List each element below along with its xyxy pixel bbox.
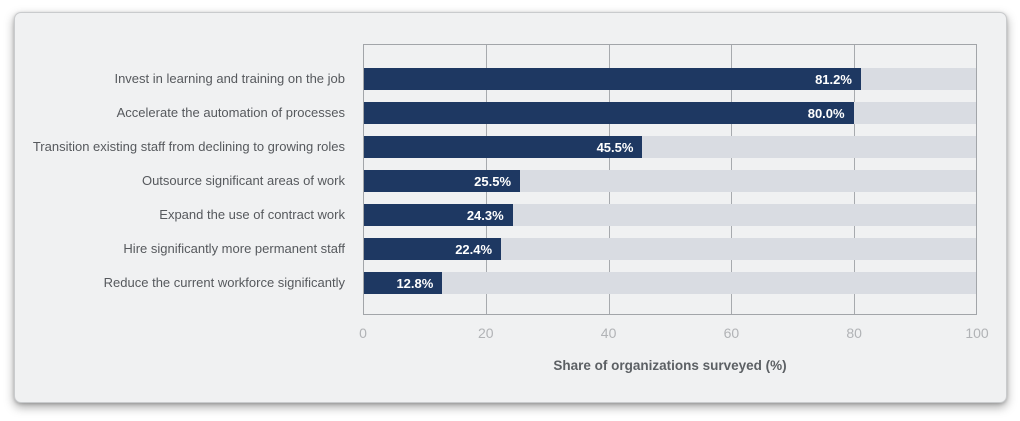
category-label: Outsource significant areas of work [141, 173, 345, 188]
bar-row: 80.0% [364, 102, 976, 124]
bar-row: 25.5% [364, 170, 976, 192]
category-label: Hire significantly more permanent staff [123, 241, 345, 256]
bar: 81.2% [364, 68, 861, 90]
x-tick-label: 40 [600, 325, 617, 341]
x-axis-ticks: 0 20 40 60 80 100 [359, 323, 989, 343]
x-tick-label: 60 [723, 325, 740, 341]
bar-value-label: 12.8% [396, 275, 434, 291]
category-label: Expand the use of contract work [159, 207, 345, 222]
bar-track [364, 204, 976, 226]
bar-rows: 81.2% 80.0% 45.5% 25.5% 24.3% 22.4% 12.8% [364, 45, 976, 314]
bar-value-label: 24.3% [466, 207, 504, 223]
category-label: Reduce the current workforce significant… [103, 275, 345, 290]
x-tick-label: 20 [478, 325, 494, 341]
chart-panel: Invest in learning and training on the j… [14, 12, 1007, 403]
bar: 25.5% [364, 170, 521, 192]
bar-value-label: 45.5% [596, 139, 634, 155]
category-label: Invest in learning and training on the j… [114, 71, 345, 86]
bar-row: 81.2% [364, 68, 976, 90]
bar: 80.0% [364, 102, 854, 124]
bar-row: 24.3% [364, 204, 976, 226]
bar-track [364, 238, 976, 260]
bar: 24.3% [364, 204, 513, 226]
bar-value-label: 80.0% [807, 105, 845, 121]
bar-row: 45.5% [364, 136, 976, 158]
plot-area: 81.2% 80.0% 45.5% 25.5% 24.3% 22.4% 12.8% [363, 44, 977, 315]
bar-value-label: 25.5% [474, 173, 512, 189]
bar-row: 12.8% [364, 272, 976, 294]
x-tick-label: 0 [359, 325, 367, 341]
bar: 45.5% [364, 136, 643, 158]
category-labels: Invest in learning and training on the j… [21, 44, 345, 315]
bar-value-label: 22.4% [455, 241, 493, 257]
bar-track [364, 272, 976, 294]
category-label: Transition existing staff from declining… [32, 139, 345, 154]
x-tick-label: 100 [965, 325, 989, 341]
bar: 12.8% [364, 272, 443, 294]
x-tick-label: 80 [846, 325, 862, 341]
x-axis-title: Share of organizations surveyed (%) [553, 358, 787, 373]
category-label: Accelerate the automation of processes [116, 105, 345, 120]
bar-row: 22.4% [364, 238, 976, 260]
bar-value-label: 81.2% [815, 71, 852, 87]
bar: 22.4% [364, 238, 502, 260]
